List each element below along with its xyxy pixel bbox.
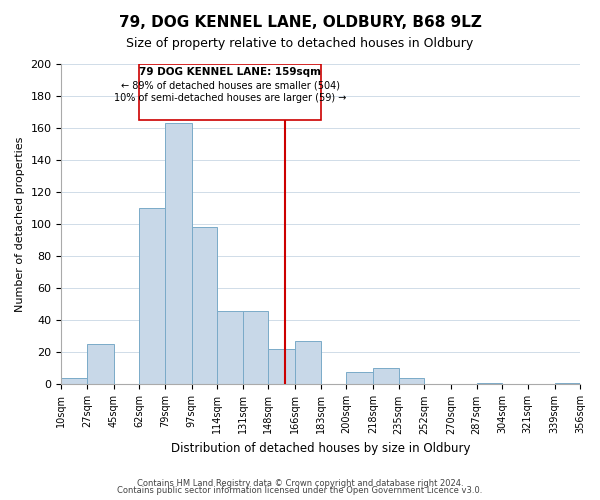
Y-axis label: Number of detached properties: Number of detached properties — [15, 136, 25, 312]
Text: Contains HM Land Registry data © Crown copyright and database right 2024.: Contains HM Land Registry data © Crown c… — [137, 478, 463, 488]
FancyBboxPatch shape — [139, 64, 321, 120]
Bar — [295, 341, 321, 384]
Bar — [346, 372, 373, 384]
Bar — [165, 124, 192, 384]
Text: Size of property relative to detached houses in Oldbury: Size of property relative to detached ho… — [127, 38, 473, 51]
Bar — [139, 208, 165, 384]
Bar — [373, 368, 398, 384]
Bar — [217, 310, 243, 384]
Text: 79 DOG KENNEL LANE: 159sqm: 79 DOG KENNEL LANE: 159sqm — [139, 67, 321, 77]
Bar — [268, 349, 295, 384]
Bar — [87, 344, 114, 385]
Bar — [192, 228, 217, 384]
Text: ← 89% of detached houses are smaller (504): ← 89% of detached houses are smaller (50… — [121, 80, 340, 90]
Bar — [554, 383, 580, 384]
Text: 10% of semi-detached houses are larger (59) →: 10% of semi-detached houses are larger (… — [114, 93, 346, 103]
Bar — [243, 310, 268, 384]
Text: Contains public sector information licensed under the Open Government Licence v3: Contains public sector information licen… — [118, 486, 482, 495]
Text: 79, DOG KENNEL LANE, OLDBURY, B68 9LZ: 79, DOG KENNEL LANE, OLDBURY, B68 9LZ — [119, 15, 481, 30]
Bar — [476, 383, 502, 384]
Bar — [398, 378, 424, 384]
Bar — [61, 378, 87, 384]
X-axis label: Distribution of detached houses by size in Oldbury: Distribution of detached houses by size … — [171, 442, 470, 455]
